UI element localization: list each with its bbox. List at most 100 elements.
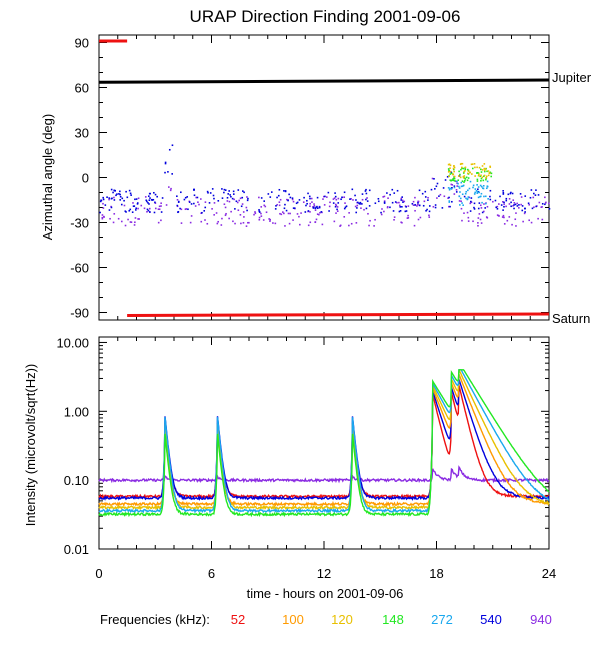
azimuth-point: [206, 222, 209, 225]
azimuth-point: [400, 197, 403, 200]
azimuth-point: [148, 203, 150, 205]
azimuth-point: [478, 191, 480, 194]
azimuth-point: [288, 193, 290, 196]
azimuth-point: [365, 188, 367, 191]
azimuth-point: [133, 224, 136, 226]
azimuth-point: [124, 224, 127, 227]
azimuth-point: [383, 201, 386, 204]
azimuth-point: [510, 201, 512, 204]
azimuth-point: [480, 222, 483, 224]
azimuth-point: [510, 191, 512, 194]
azimuth-point: [156, 195, 158, 198]
azimuth-point: [459, 163, 462, 166]
azimuth-point: [481, 201, 483, 204]
azimuth-point: [548, 207, 551, 210]
azimuth-point: [354, 194, 356, 197]
legend-entry: 272: [431, 612, 453, 627]
azimuth-point: [511, 223, 513, 226]
azimuth-point: [332, 198, 335, 200]
azimuth-point: [535, 189, 537, 191]
azimuth-point: [227, 193, 230, 195]
azimuth-point: [449, 205, 451, 208]
azimuth-point: [487, 198, 489, 200]
azimuth-point: [355, 222, 358, 224]
azimuth-point: [482, 179, 485, 182]
azimuth-point: [123, 204, 126, 207]
azimuth-point: [324, 195, 326, 198]
azimuth-point: [513, 202, 516, 204]
azimuth-point: [335, 212, 337, 214]
azimuth-point: [537, 217, 539, 220]
azimuth-point: [160, 202, 162, 205]
azimuth-point: [428, 214, 430, 217]
azimuth-point: [305, 204, 307, 207]
azimuth-point: [486, 216, 489, 219]
azimuth-point: [524, 211, 526, 213]
azimuth-point: [448, 188, 451, 191]
azimuth-point: [230, 195, 232, 198]
azimuth-point: [321, 223, 324, 226]
azimuth-point: [358, 202, 360, 205]
azimuth-point: [472, 220, 474, 223]
azimuth-point: [228, 190, 230, 192]
azimuth-point: [213, 214, 215, 216]
azimuth-point: [503, 201, 505, 204]
azimuth-point: [535, 205, 537, 208]
azimuth-point: [461, 202, 463, 204]
azimuth-point: [406, 217, 409, 219]
azimuth-point: [389, 193, 391, 196]
azimuth-point: [509, 192, 512, 195]
azimuth-point: [333, 220, 336, 223]
azimuth-point: [160, 219, 162, 222]
x-tick-label: 12: [317, 566, 331, 581]
azimuth-point: [448, 201, 451, 203]
azimuth-point: [132, 202, 134, 204]
azimuth-point: [168, 186, 170, 188]
azimuth-point: [146, 200, 148, 203]
azimuth-point: [237, 189, 240, 191]
azimuth-point: [484, 207, 487, 209]
azimuth-point: [513, 207, 515, 210]
azimuth-point: [514, 218, 517, 221]
azimuth-point: [318, 213, 320, 216]
y-tick-label: 30: [75, 126, 89, 141]
azimuth-point: [209, 192, 212, 194]
azimuth-point: [427, 199, 429, 201]
azimuth-point: [434, 206, 437, 209]
azimuth-point: [474, 191, 476, 194]
legend-entry: 120: [331, 612, 353, 627]
azimuth-point: [140, 204, 143, 207]
azimuth-point: [545, 201, 547, 204]
azimuth-point: [292, 200, 295, 203]
azimuth-point: [482, 187, 484, 190]
azimuth-point: [241, 196, 244, 199]
azimuth-point: [485, 177, 488, 179]
azimuth-point: [458, 195, 461, 198]
azimuth-point: [448, 196, 450, 199]
azimuth-point: [505, 199, 508, 202]
azimuth-point: [463, 175, 466, 177]
azimuth-point: [401, 199, 404, 202]
azimuth-point: [136, 202, 139, 204]
azimuth-point: [198, 203, 200, 206]
chart-title: URAP Direction Finding 2001-09-06: [190, 7, 461, 26]
azimuth-point: [285, 209, 288, 212]
azimuth-point: [147, 209, 150, 212]
azimuth-point: [448, 200, 451, 202]
azimuth-point: [136, 203, 139, 205]
azimuth-point: [101, 216, 104, 219]
azimuth-point: [287, 199, 289, 202]
azimuth-point: [203, 210, 206, 212]
azimuth-point: [479, 195, 481, 198]
azimuth-point: [404, 210, 407, 213]
azimuth-point: [483, 203, 485, 205]
azimuth-point: [477, 172, 480, 174]
azimuth-point: [476, 180, 479, 182]
legend-entry: 52: [231, 612, 245, 627]
azimuth-point: [451, 172, 453, 175]
azimuth-point: [302, 201, 305, 203]
azimuth-point: [313, 204, 316, 207]
azimuth-point: [102, 202, 104, 205]
azimuth-point: [453, 175, 456, 178]
azimuth-point: [279, 212, 281, 215]
